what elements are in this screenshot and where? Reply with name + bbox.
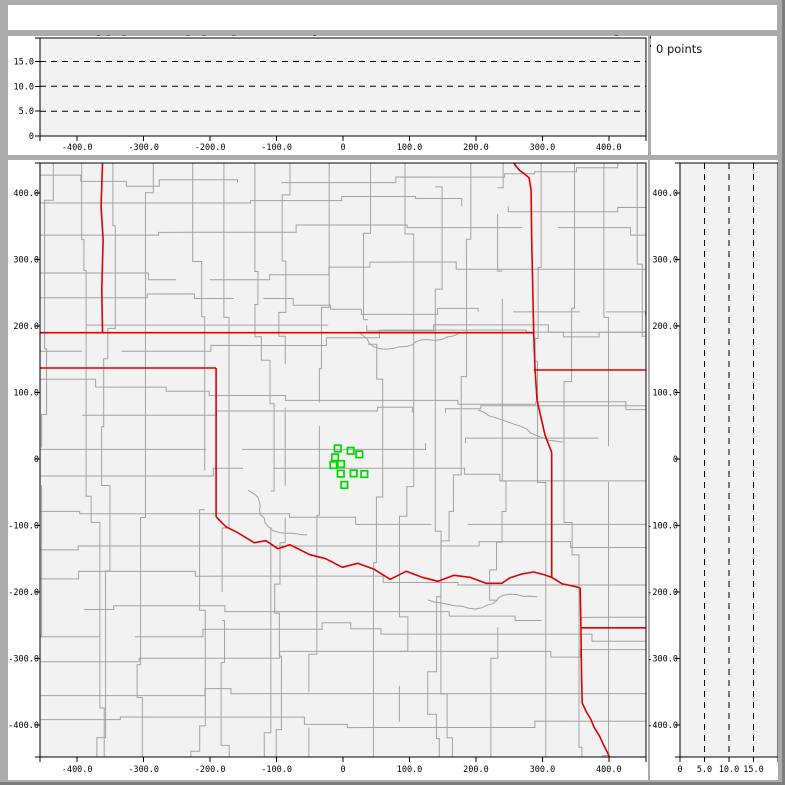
axis-tick-label: -200.0	[195, 765, 226, 775]
axis-tick-label: -400.0	[62, 143, 93, 153]
axis-tick-label: 0	[34, 455, 39, 465]
axis-tick-label: 300.0	[530, 143, 556, 153]
axis-tick-label: -300.0	[647, 654, 678, 664]
axis-tick-label: -100.0	[261, 143, 292, 153]
state-border-oklahoma-missouri-arkansas-east	[532, 332, 553, 578]
axis-tick-label: -200.0	[8, 588, 39, 598]
altitude-ns-plot[interactable]: 400.0 300.0 200.0 100.0 0 -100.0 -200.0 -300.0 -…	[644, 160, 778, 780]
axis-tick-label: 400.0	[652, 189, 678, 199]
axis-tick-label: -400.0	[8, 721, 39, 731]
axis-tick-label: -300.0	[128, 143, 159, 153]
axis-tick-label: -100.0	[8, 522, 39, 532]
axis-tick-label: 200.0	[13, 322, 39, 332]
axis-tick-label: -200.0	[195, 143, 226, 153]
axis-tick-label: 0	[29, 132, 34, 142]
plan-view-map-plot[interactable]: 400.0 300.0 200.0 100.0 0 -100.0 -200.0 -300.0 -…	[8, 160, 648, 780]
axis-tick-label: 5.0	[697, 765, 712, 775]
axis-tick-label: -200.0	[647, 588, 678, 598]
station-marker	[329, 460, 338, 470]
axis-tick-label: -300.0	[8, 654, 39, 664]
axis-tick-label: 100.0	[397, 143, 423, 153]
station-marker	[340, 480, 349, 490]
axis-tick-label: 300.0	[13, 256, 39, 266]
axis-tick-label: 15.0	[14, 58, 34, 68]
window-edge-right	[782, 0, 785, 785]
axis-tick-label: 400.0	[13, 189, 39, 199]
axis-tick-label: -100.0	[261, 765, 292, 775]
axis-tick-label: -300.0	[128, 765, 159, 775]
axis-ticks	[675, 162, 778, 762]
dashed-gridlines	[704, 163, 754, 757]
axis-tick-label: -100.0	[647, 522, 678, 532]
state-border-red-river	[215, 516, 581, 589]
axis-ticks	[35, 37, 647, 141]
axis-tick-label: 200.0	[463, 143, 489, 153]
axis-tick-label: 0	[673, 455, 678, 465]
dashed-gridlines	[40, 61, 646, 112]
state-borders	[40, 163, 646, 757]
title-bar: Oklahoma Lightning Mapping Array 0100–02…	[8, 5, 777, 51]
plot-background	[40, 38, 646, 136]
axis-tick-labels: 400.0 300.0 200.0 100.0 0 -100.0 -200.0 -300.0 -…	[8, 189, 621, 775]
axis-tick-label: 0	[677, 765, 682, 775]
axis-tick-labels: 400.0 300.0 200.0 100.0 0 -100.0 -200.0 -300.0 -…	[647, 189, 763, 775]
axis-tick-label: -400.0	[62, 765, 93, 775]
axis-tick-label: 10.0	[14, 82, 34, 92]
station-marker	[330, 453, 340, 462]
state-border-colorado-kansas	[100, 163, 104, 333]
axis-tick-label: 0	[340, 143, 345, 153]
axis-tick-label: 100.0	[397, 765, 423, 775]
axis-tick-label: 0	[340, 765, 345, 775]
points-count-panel: 0 points	[651, 36, 777, 155]
axis-tick-label: 10.0	[719, 765, 739, 775]
axis-tick-label: 300.0	[530, 765, 556, 775]
axis-tick-label: 400.0	[596, 765, 622, 775]
county-lines	[40, 163, 646, 757]
axis-tick-label: 200.0	[652, 322, 678, 332]
station-marker	[346, 446, 355, 455]
axis-tick-label: -400.0	[647, 721, 678, 731]
altitude-ew-plot[interactable]: 0 5.0 10.0 15.0 -400.0 -300.0 -200.0 -100.0 0 100…	[8, 36, 648, 155]
state-border-texas-louisiana-east	[580, 627, 611, 757]
axis-tick-label: 100.0	[13, 389, 39, 399]
station-markers	[329, 444, 369, 490]
state-border-texas-arkansas-east	[579, 587, 582, 628]
axis-tick-label: 200.0	[463, 765, 489, 775]
state-border-kansas-missouri	[512, 163, 535, 333]
station-marker	[349, 469, 358, 478]
axis-ticks	[35, 162, 647, 762]
axis-tick-label: 400.0	[596, 143, 622, 153]
station-marker	[333, 444, 342, 453]
station-marker	[355, 450, 364, 459]
station-marker	[360, 469, 369, 479]
axis-tick-label: 5.0	[19, 107, 34, 117]
station-marker	[336, 459, 346, 469]
window-edge-bottom	[0, 782, 785, 785]
axis-tick-label: 300.0	[652, 256, 678, 266]
axis-tick-label: 100.0	[652, 389, 678, 399]
axis-tick-labels: 0 5.0 10.0 15.0 -400.0 -300.0 -200.0 -100.0 0 100…	[14, 58, 622, 154]
station-marker	[336, 469, 345, 478]
map-content	[40, 163, 646, 757]
axis-tick-label: 15.0	[743, 765, 763, 775]
points-count-label: 0 points	[656, 42, 703, 56]
